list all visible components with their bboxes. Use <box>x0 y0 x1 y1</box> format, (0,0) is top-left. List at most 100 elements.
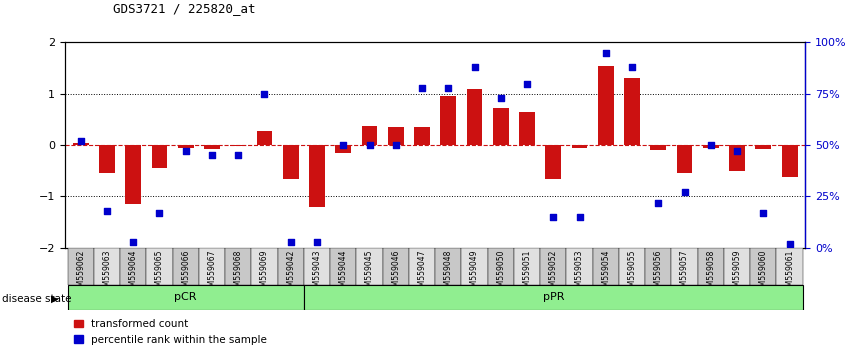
Text: ▶: ▶ <box>51 294 59 304</box>
Text: GSM559061: GSM559061 <box>785 250 794 296</box>
Text: GSM559048: GSM559048 <box>443 250 453 296</box>
Bar <box>729 145 745 171</box>
Bar <box>335 145 351 153</box>
Point <box>442 85 456 91</box>
Text: GSM559056: GSM559056 <box>654 250 662 296</box>
Text: GSM559057: GSM559057 <box>680 250 689 296</box>
Point <box>651 200 665 205</box>
Point <box>284 239 298 245</box>
Point <box>336 142 350 148</box>
Point <box>257 91 271 97</box>
Bar <box>251 248 278 285</box>
Bar <box>414 127 430 145</box>
Point <box>74 138 87 144</box>
Point <box>572 214 586 220</box>
Point <box>231 153 245 158</box>
Text: GSM559067: GSM559067 <box>208 250 216 296</box>
Bar <box>357 248 383 285</box>
Bar <box>703 145 719 148</box>
Bar <box>698 248 724 285</box>
Bar <box>566 248 592 285</box>
Bar <box>435 248 462 285</box>
Point <box>756 210 770 216</box>
Bar <box>278 248 304 285</box>
Point <box>100 208 114 214</box>
Bar <box>409 248 435 285</box>
Bar <box>362 126 378 145</box>
Bar <box>309 145 325 207</box>
Bar <box>488 248 514 285</box>
Bar <box>178 145 194 148</box>
Text: GSM559055: GSM559055 <box>628 250 637 296</box>
Point <box>704 142 718 148</box>
Bar <box>330 248 357 285</box>
Text: pCR: pCR <box>174 292 197 302</box>
Bar <box>120 248 146 285</box>
Bar <box>671 248 698 285</box>
Bar <box>724 248 750 285</box>
Text: GSM559044: GSM559044 <box>339 250 348 296</box>
Point <box>625 64 639 70</box>
Point <box>730 148 744 154</box>
Bar <box>225 248 251 285</box>
Bar <box>462 248 488 285</box>
Bar <box>645 248 671 285</box>
Text: disease state: disease state <box>2 294 71 304</box>
Bar <box>199 248 225 285</box>
Text: GSM559052: GSM559052 <box>549 250 558 296</box>
Bar <box>94 248 120 285</box>
Text: GSM559043: GSM559043 <box>313 250 321 296</box>
Bar <box>546 145 561 178</box>
Text: GSM559050: GSM559050 <box>496 250 505 296</box>
Bar <box>99 145 115 173</box>
Text: GSM559059: GSM559059 <box>733 250 741 296</box>
Point <box>152 210 166 216</box>
Bar <box>467 88 482 145</box>
Point <box>468 64 481 70</box>
Text: GSM559058: GSM559058 <box>707 250 715 296</box>
Bar <box>68 248 94 285</box>
Bar <box>750 248 777 285</box>
Bar <box>256 131 273 145</box>
Text: GDS3721 / 225820_at: GDS3721 / 225820_at <box>113 2 255 15</box>
Text: GSM559069: GSM559069 <box>260 250 269 296</box>
Bar <box>383 248 409 285</box>
Bar <box>514 248 540 285</box>
Text: GSM559042: GSM559042 <box>287 250 295 296</box>
Bar <box>624 79 640 145</box>
Bar <box>204 145 220 149</box>
Text: GSM559046: GSM559046 <box>391 250 400 296</box>
Bar <box>73 143 88 145</box>
Text: GSM559062: GSM559062 <box>76 250 85 296</box>
Bar <box>388 127 404 145</box>
Bar <box>304 285 803 310</box>
Bar <box>592 248 619 285</box>
Text: GSM559064: GSM559064 <box>129 250 138 296</box>
Point <box>363 142 377 148</box>
Bar <box>441 96 456 145</box>
Point <box>494 95 507 101</box>
Text: GSM559063: GSM559063 <box>102 250 112 296</box>
Point <box>178 148 192 154</box>
Point <box>599 50 613 56</box>
Bar <box>68 285 304 310</box>
Bar <box>755 145 772 149</box>
Bar <box>520 112 535 145</box>
Text: GSM559066: GSM559066 <box>181 250 191 296</box>
Bar <box>782 145 798 177</box>
Text: GSM559068: GSM559068 <box>234 250 242 296</box>
Text: GSM559060: GSM559060 <box>759 250 768 296</box>
Text: GSM559065: GSM559065 <box>155 250 164 296</box>
Point <box>546 214 560 220</box>
Bar <box>304 248 330 285</box>
Bar <box>146 248 172 285</box>
Legend: transformed count, percentile rank within the sample: transformed count, percentile rank withi… <box>70 315 271 349</box>
Point <box>126 239 140 245</box>
Bar <box>172 248 199 285</box>
Bar <box>676 145 693 173</box>
Text: GSM559045: GSM559045 <box>365 250 374 296</box>
Text: GSM559054: GSM559054 <box>601 250 611 296</box>
Bar <box>777 248 803 285</box>
Bar <box>283 145 299 178</box>
Bar <box>230 145 246 146</box>
